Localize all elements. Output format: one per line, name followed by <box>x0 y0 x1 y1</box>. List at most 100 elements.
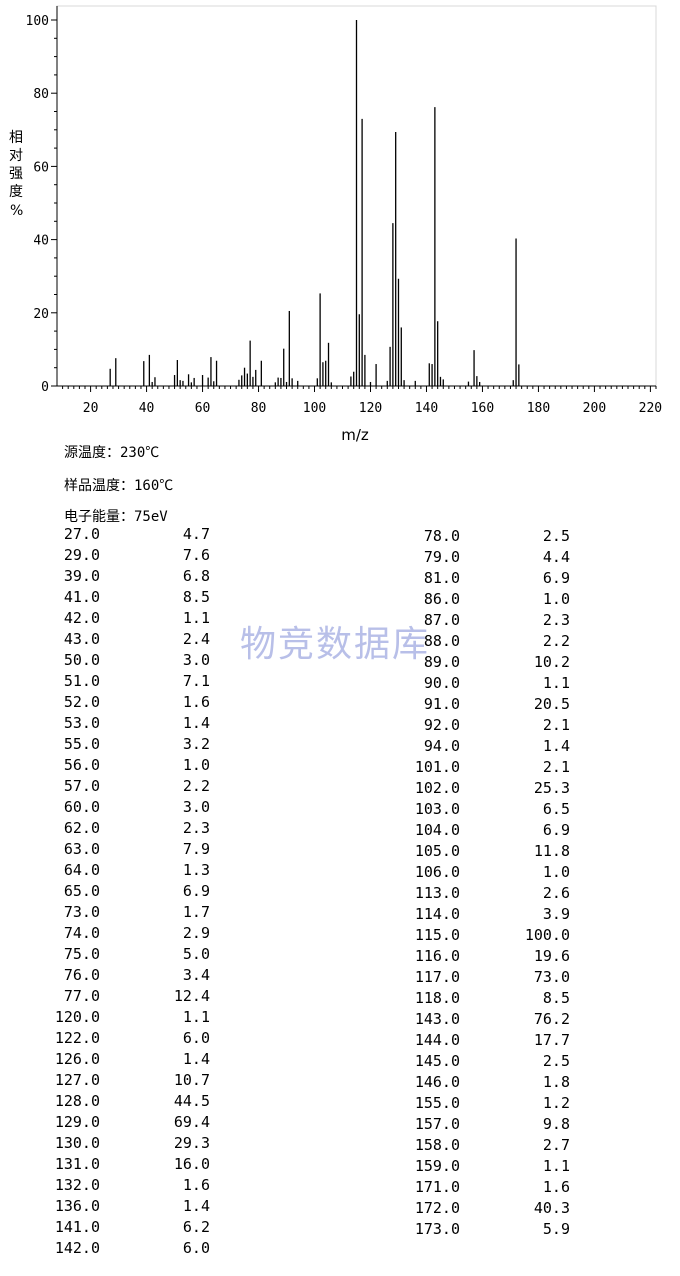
peak-intensity: 2.6 <box>542 884 570 902</box>
peak-mz: 126.0 <box>54 1050 100 1068</box>
peak-intensity: 2.2 <box>182 777 210 795</box>
peak-intensity: 2.7 <box>542 1136 570 1154</box>
peak-row: 115.0 100.0 <box>400 925 570 946</box>
peak-mz: 144.0 <box>414 1031 460 1049</box>
peak-intensity: 8.5 <box>182 588 210 606</box>
peak-row: 171.0 1.6 <box>400 1177 570 1198</box>
peak-row: 158.0 2.7 <box>400 1135 570 1156</box>
peak-table-right: 78.0 2.5 79.0 4.4 81.0 6.9 86.0 1.0 87.0 2.3 88.0 2… <box>400 526 570 1240</box>
peak-row: 131.0 16.0 <box>40 1154 210 1175</box>
peak-row: 90.0 1.1 <box>400 673 570 694</box>
peak-intensity: 1.6 <box>182 1176 210 1194</box>
peak-intensity: 10.7 <box>173 1071 210 1089</box>
peak-mz: 89.0 <box>423 653 460 671</box>
peak-row: 117.0 73.0 <box>400 967 570 988</box>
peak-row: 78.0 2.5 <box>400 526 570 547</box>
peak-intensity: 2.3 <box>182 819 210 837</box>
peak-mz: 117.0 <box>414 968 460 986</box>
peak-intensity: 20.5 <box>533 695 570 713</box>
peak-row: 51.0 7.1 <box>40 671 210 692</box>
peak-mz: 65.0 <box>63 882 100 900</box>
peak-row: 106.0 1.0 <box>400 862 570 883</box>
peak-row: 122.0 6.0 <box>40 1028 210 1049</box>
peak-intensity: 5.0 <box>182 945 210 963</box>
peak-mz: 90.0 <box>423 674 460 692</box>
peak-mz: 130.0 <box>54 1134 100 1152</box>
peak-mz: 157.0 <box>414 1115 460 1133</box>
peak-mz: 56.0 <box>63 756 100 774</box>
x-tick-label: 220 <box>639 401 662 416</box>
peak-intensity: 3.9 <box>542 905 570 923</box>
peak-row: 76.0 3.4 <box>40 965 210 986</box>
peak-intensity: 3.0 <box>182 651 210 669</box>
peak-row: 114.0 3.9 <box>400 904 570 925</box>
peak-row: 74.0 2.9 <box>40 923 210 944</box>
peak-mz: 73.0 <box>63 903 100 921</box>
peak-row: 77.0 12.4 <box>40 986 210 1007</box>
peak-bars <box>109 20 520 386</box>
peak-mz: 128.0 <box>54 1092 100 1110</box>
y-tick-label: 40 <box>33 234 49 249</box>
peak-intensity: 1.0 <box>542 863 570 881</box>
peak-row: 101.0 2.1 <box>400 757 570 778</box>
peak-row: 63.0 7.9 <box>40 839 210 860</box>
peak-row: 159.0 1.1 <box>400 1156 570 1177</box>
peak-row: 132.0 1.6 <box>40 1175 210 1196</box>
peak-mz: 127.0 <box>54 1071 100 1089</box>
peak-row: 50.0 3.0 <box>40 650 210 671</box>
peak-intensity: 12.4 <box>173 987 210 1005</box>
peak-intensity: 8.5 <box>542 989 570 1007</box>
x-tick-label: 140 <box>415 401 438 416</box>
peak-intensity: 2.2 <box>542 632 570 650</box>
peak-intensity: 6.2 <box>182 1218 210 1236</box>
peak-row: 173.0 5.9 <box>400 1219 570 1240</box>
peak-row: 104.0 6.9 <box>400 820 570 841</box>
peak-row: 126.0 1.4 <box>40 1049 210 1070</box>
peak-intensity: 1.1 <box>542 1157 570 1175</box>
peak-row: 128.0 44.5 <box>40 1091 210 1112</box>
peak-intensity: 4.4 <box>542 548 570 566</box>
peak-row: 172.0 40.3 <box>400 1198 570 1219</box>
peak-mz: 50.0 <box>63 651 100 669</box>
peak-mz: 115.0 <box>414 926 460 944</box>
peak-intensity: 2.5 <box>542 527 570 545</box>
peak-row: 52.0 1.6 <box>40 692 210 713</box>
peak-mz: 87.0 <box>423 611 460 629</box>
peak-row: 75.0 5.0 <box>40 944 210 965</box>
peak-intensity: 1.6 <box>182 693 210 711</box>
peak-intensity: 4.7 <box>182 525 210 543</box>
peak-intensity: 100.0 <box>524 926 570 944</box>
peak-row: 142.0 6.0 <box>40 1238 210 1259</box>
peak-row: 73.0 1.7 <box>40 902 210 923</box>
peak-row: 81.0 6.9 <box>400 568 570 589</box>
peak-row: 103.0 6.5 <box>400 799 570 820</box>
peak-row: 86.0 1.0 <box>400 589 570 610</box>
peak-row: 62.0 2.3 <box>40 818 210 839</box>
peak-intensity: 2.9 <box>182 924 210 942</box>
peak-intensity: 1.4 <box>542 737 570 755</box>
peak-intensity: 3.0 <box>182 798 210 816</box>
peak-row: 43.0 2.4 <box>40 629 210 650</box>
peak-intensity: 1.4 <box>182 1197 210 1215</box>
peak-row: 146.0 1.8 <box>400 1072 570 1093</box>
peak-intensity: 3.4 <box>182 966 210 984</box>
peak-mz: 27.0 <box>63 525 100 543</box>
x-tick-label: 80 <box>251 401 267 416</box>
source-temperature: 源温度：230℃ <box>64 445 160 461</box>
peak-row: 155.0 1.2 <box>400 1093 570 1114</box>
peak-mz: 63.0 <box>63 840 100 858</box>
peak-mz: 104.0 <box>414 821 460 839</box>
peak-mz: 91.0 <box>423 695 460 713</box>
peak-row: 141.0 6.2 <box>40 1217 210 1238</box>
peak-mz: 39.0 <box>63 567 100 585</box>
peak-row: 130.0 29.3 <box>40 1133 210 1154</box>
peak-mz: 142.0 <box>54 1239 100 1257</box>
peak-row: 143.0 76.2 <box>400 1009 570 1030</box>
peak-intensity: 11.8 <box>533 842 570 860</box>
peak-mz: 158.0 <box>414 1136 460 1154</box>
peak-intensity: 5.9 <box>542 1220 570 1238</box>
peak-row: 89.0 10.2 <box>400 652 570 673</box>
peak-mz: 79.0 <box>423 548 460 566</box>
peak-intensity: 6.9 <box>182 882 210 900</box>
